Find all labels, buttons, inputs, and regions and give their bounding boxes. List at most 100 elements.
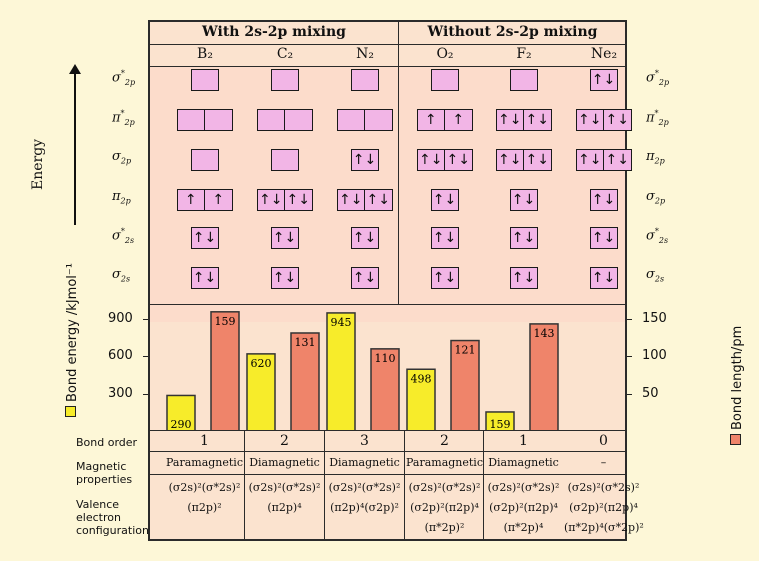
valence-config-line: (π2p)⁴(σ2p)² (330, 501, 399, 514)
orbital-box: ↑↓ ↑↓ (575, 109, 632, 131)
y-right-tick: 100 (642, 348, 667, 364)
orbital-box: ↑↓ (430, 227, 459, 249)
orbital-electrons: ↑↓ (511, 230, 536, 246)
orbital-box: ↑↓ (270, 267, 299, 289)
orbital-label: σ2s (112, 267, 131, 284)
orbital-electrons (285, 110, 312, 130)
valence-config-line: (σ2p)²(π2p)⁴ (410, 501, 479, 514)
bond-length-bar (529, 323, 559, 433)
energy-arrow (74, 70, 76, 225)
orbital-box: ↑↓ (589, 267, 618, 289)
magnetic-value: Paramagnetic (165, 456, 243, 469)
tick-mark (143, 394, 148, 396)
orbital-electrons: ↑↓ (511, 270, 536, 286)
valence-config-line: (π*2p)⁴(σ*2p)² (564, 521, 644, 534)
divider (150, 44, 625, 45)
orbital-electrons: ↑↓ (525, 152, 549, 168)
orbital-label: σ2p (112, 149, 132, 166)
orbital-box: ↑↓ (430, 267, 459, 289)
y-left-tick: 900 (108, 310, 133, 326)
orbital-box: ↑ ↑ (176, 189, 233, 211)
orbital-box (336, 109, 393, 131)
orbital-electrons (352, 70, 378, 90)
magnetic-value: Diamagnetic (488, 456, 559, 469)
orbital-label: π*2p (646, 109, 669, 127)
valence-config-line: (σ2p)²(π2p)⁴ (569, 501, 638, 514)
orbital-electrons: ↑↓ (286, 192, 310, 208)
orbital-box: ↑↓ (589, 227, 618, 249)
bond-length-bar (290, 332, 320, 433)
valence-config-line: (σ2s)²(σ*2s)² (248, 481, 321, 494)
y-left-tick: 300 (108, 386, 133, 402)
orbital-box: ↑↓ (509, 227, 538, 249)
orbital-box: ↑↓ ↑↓ (416, 149, 473, 171)
orbital-electrons: ↑↓ (192, 230, 217, 246)
orbital-box: ↑↓ (350, 227, 379, 249)
valence-config-line: (π2p)² (187, 501, 222, 514)
bond-energy-bar (406, 368, 436, 433)
bond-length-bar (210, 311, 240, 433)
properties-table: 1 Paramagnetic (σ2s)²(σ*2s)² (π2p)² 2 Diamagn… (150, 430, 644, 539)
orbital-electrons: ↑ (212, 192, 225, 208)
tick-mark (627, 394, 632, 396)
orbital-electrons (432, 70, 458, 90)
orbital-electrons: ↑↓ (272, 230, 297, 246)
orbital-box: ↑↓ (350, 267, 379, 289)
molecule-label: Ne₂ (590, 46, 618, 62)
orbital-electrons (511, 70, 537, 90)
bond-energy-value: 498 (411, 372, 432, 385)
orbital-electrons: ↑↓ (352, 152, 377, 168)
y-right-label: Bond length/pm (730, 326, 745, 445)
orbital-electrons: ↑ (178, 190, 205, 210)
orbital-electrons: ↑↓ (258, 190, 285, 210)
orbital-electrons: ↑↓ (591, 270, 616, 286)
valence-config-line: (π2p)⁴ (267, 501, 302, 514)
orbital-box: ↑↓ ↑↓ (495, 149, 552, 171)
tick-mark (627, 356, 632, 358)
orbital-electrons: ↑↓ (591, 192, 616, 208)
valence-config-line: (σ2p)²(π2p)⁴ (489, 501, 558, 514)
magnetic-value: – (600, 456, 607, 469)
orbital-electrons: ↑↓ (272, 270, 297, 286)
orbital-box: ↑↓ ↑↓ (336, 189, 393, 211)
tick-mark (143, 318, 148, 320)
orbital-label: σ*2s (646, 227, 669, 245)
orbital-electrons (192, 70, 218, 90)
orbital-electrons: ↑↓ (352, 230, 377, 246)
molecule-label: C₂ (276, 46, 294, 62)
orbital-electrons: ↑ (452, 112, 465, 128)
bond-length-value: 131 (295, 336, 316, 349)
valence-config-line: (σ2s)²(σ*2s)² (328, 481, 401, 494)
y-right-tick: 50 (642, 386, 659, 402)
orbital-electrons (258, 110, 285, 130)
divider (244, 430, 245, 539)
orbital-box: ↑↓ (509, 267, 538, 289)
diagram-panel: With 2s-2p mixing Without 2s-2p mixing B… (148, 20, 644, 541)
bond-energy-value: 620 (251, 357, 272, 370)
bond-order-value: 2 (440, 433, 449, 449)
orbital-electrons: ↑↓ (352, 270, 377, 286)
magnetic-value: Diamagnetic (249, 456, 320, 469)
orbital-box: ↑↓ (270, 227, 299, 249)
orbital-electrons: ↑↓ (605, 112, 629, 128)
orbital-box (190, 69, 219, 91)
orbital-electrons (205, 110, 232, 130)
valence-config-line: (σ2s)²(σ*2s)² (487, 481, 560, 494)
valence-config-line: (σ2s)²(σ*2s)² (567, 481, 640, 494)
bond-length-value: 110 (375, 352, 396, 365)
tick-mark (143, 356, 148, 358)
orbital-electrons (178, 110, 205, 130)
valence-config-line: (π*2p)² (424, 521, 465, 534)
bond-order-value: 0 (599, 433, 608, 449)
valence-config-line: (σ2s)²(σ*2s)² (168, 481, 241, 494)
orbital-electrons: ↑↓ (338, 190, 365, 210)
bond-length-value: 159 (215, 315, 236, 328)
valence-config-line: (σ2s)²(σ*2s)² (408, 481, 481, 494)
bond-order-value: 2 (280, 433, 289, 449)
orbital-electrons: ↑↓ (525, 112, 549, 128)
orbital-electrons: ↑↓ (591, 230, 616, 246)
header-with-mixing: With 2s-2p mixing (202, 24, 346, 40)
divider (150, 430, 625, 431)
orbital-label: π2p (646, 149, 665, 166)
molecule-label: N₂ (356, 46, 374, 62)
